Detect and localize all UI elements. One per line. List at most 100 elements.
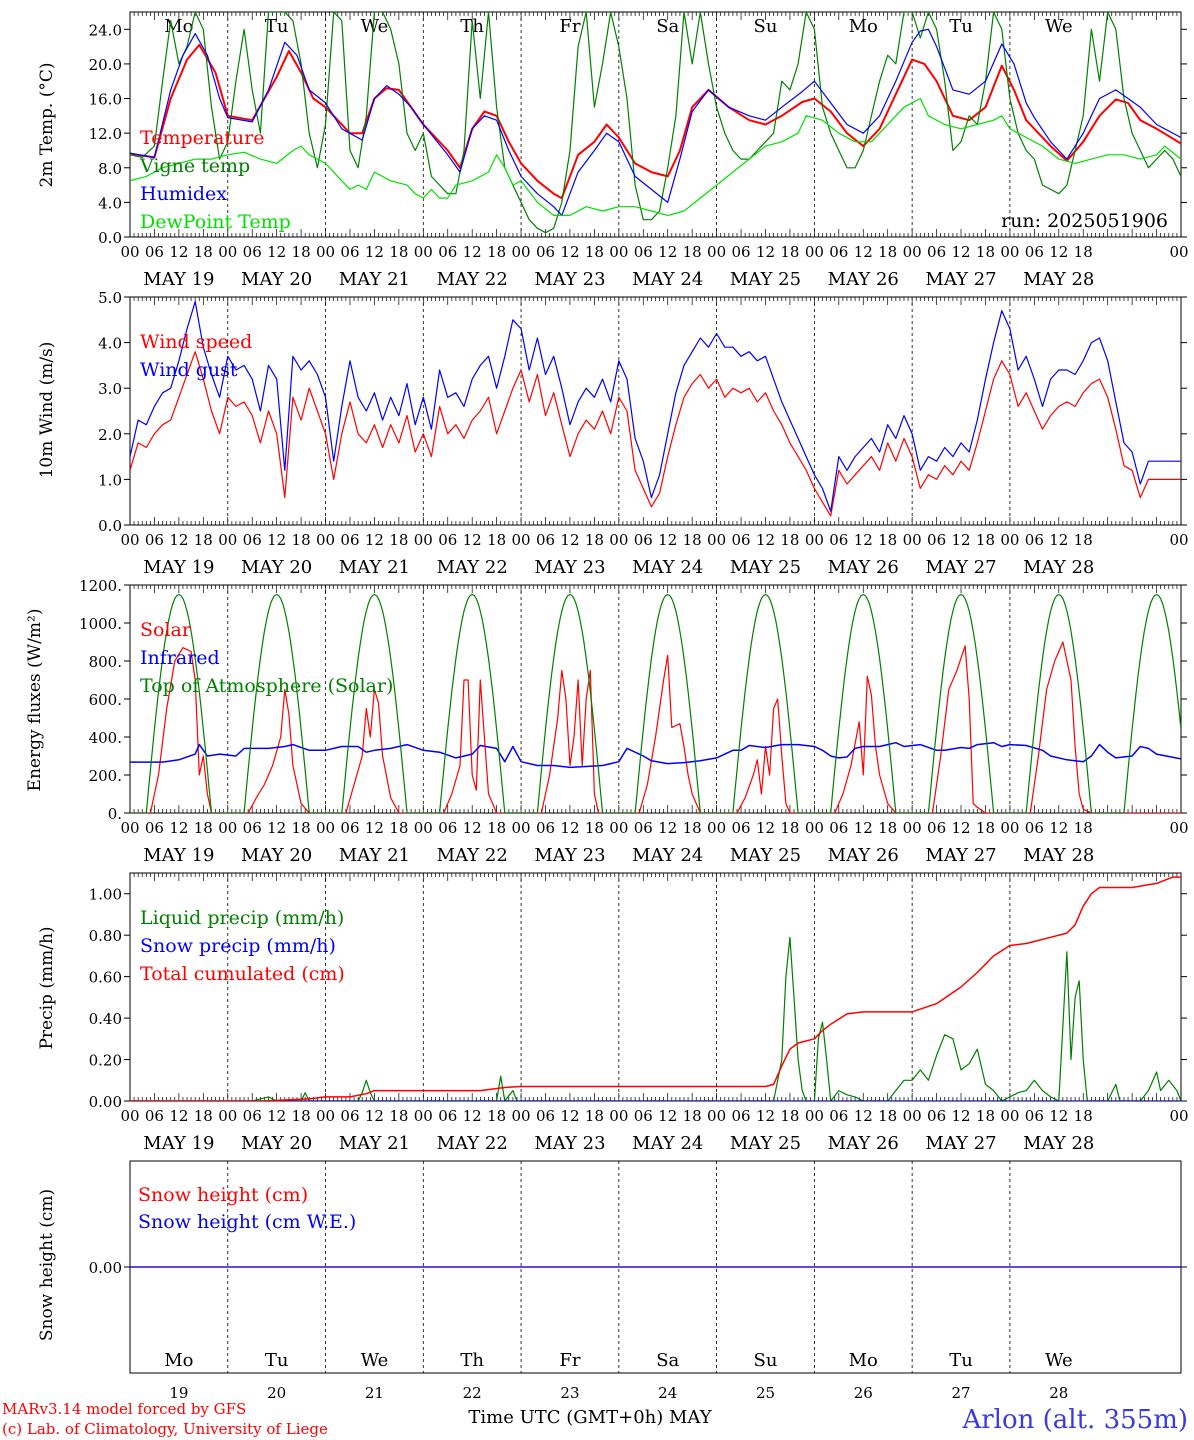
hour-tick-label: 06: [536, 1107, 555, 1125]
hour-tick-label: 18: [878, 243, 897, 261]
hour-tick-label: 00: [609, 243, 628, 261]
hour-tick-label: 12: [267, 1107, 286, 1125]
hour-tick-label: 12: [1049, 1107, 1068, 1125]
weekday-label: Su: [754, 16, 778, 37]
hour-tick-label: 18: [683, 531, 702, 549]
hour-tick-label: 12: [951, 243, 970, 261]
legend-snow-height: Snow height (cm): [138, 1184, 308, 1206]
hour-tick-label: 12: [560, 1107, 579, 1125]
y-tick-label: 0.80: [89, 927, 122, 945]
hour-tick-label: 18: [194, 819, 213, 837]
hour-tick-label: 12: [756, 819, 775, 837]
y-tick-label: 5.0: [98, 289, 122, 307]
hour-tick-label: 00: [903, 531, 922, 549]
date-label: MAY 19: [143, 1133, 214, 1154]
series-wind-speed-line: [130, 351, 1181, 517]
hour-tick-label: 18: [194, 1107, 213, 1125]
hour-tick-label: 00: [120, 1107, 139, 1125]
date-label: MAY 19: [143, 845, 214, 866]
hour-tick-label: 06: [536, 819, 555, 837]
y-tick-label: 20.0: [89, 56, 122, 74]
hour-tick-label: 00: [218, 1107, 237, 1125]
hour-tick-label: 06: [927, 531, 946, 549]
hour-tick-label: 12: [267, 819, 286, 837]
x-axis-label: Time UTC (GMT+0h) MAY: [468, 1407, 712, 1428]
hour-tick-label: 00: [120, 819, 139, 837]
hour-tick-label: 18: [683, 1107, 702, 1125]
hour-tick-label: 00: [903, 243, 922, 261]
hour-tick-label: 12: [463, 1107, 482, 1125]
hour-tick-label: 06: [829, 819, 848, 837]
hour-tick-label: 00: [218, 243, 237, 261]
y-tick-label: 0.40: [89, 1010, 122, 1028]
hour-tick-label: 00: [707, 1107, 726, 1125]
hour-tick-label: 18: [389, 819, 408, 837]
hour-tick-label: 12: [463, 243, 482, 261]
hour-tick-label: 12: [756, 531, 775, 549]
date-label: MAY 21: [339, 557, 410, 578]
hour-tick-label: 06: [145, 819, 164, 837]
date-label: MAY 24: [632, 845, 703, 866]
legend-snow-precip: Snow precip (mm/h): [140, 935, 336, 957]
hour-tick-label: 12: [463, 531, 482, 549]
hour-tick-label: 00: [414, 819, 433, 837]
day-number-label: 26: [854, 1384, 873, 1402]
hour-tick-label: 00: [512, 531, 531, 549]
y-tick-label: 0.: [108, 805, 122, 823]
hour-tick-label: 18: [1074, 1107, 1093, 1125]
hour-tick-label: 18: [292, 1107, 311, 1125]
hour-tick-label: 06: [438, 243, 457, 261]
day-number-label: 21: [365, 1384, 384, 1402]
y-tick-label: 1200.: [79, 577, 122, 595]
date-label: MAY 25: [730, 269, 801, 290]
y-tick-label: 24.0: [89, 21, 122, 39]
hour-tick-label: 18: [389, 531, 408, 549]
hour-tick-label: 12: [365, 1107, 384, 1125]
hour-tick-label: 12: [365, 819, 384, 837]
weekday-label: We: [361, 16, 389, 37]
legend-solar: Solar: [140, 619, 192, 641]
hour-tick-label: 18: [487, 243, 506, 261]
hour-tick-label: 00: [218, 531, 237, 549]
hour-tick-label: 12: [169, 1107, 188, 1125]
hour-tick-label: 06: [243, 531, 262, 549]
y-tick-label: 400.: [89, 729, 122, 747]
y-tick-label: 3.0: [98, 380, 122, 398]
hour-tick-label: 18: [292, 243, 311, 261]
legend-dewpoint: DewPoint Temp: [140, 211, 291, 233]
date-label: MAY 19: [143, 557, 214, 578]
hour-tick-label: 06: [634, 1107, 653, 1125]
hour-tick-label: 00: [609, 819, 628, 837]
date-label: MAY 23: [534, 269, 605, 290]
hour-tick-label: 12: [658, 531, 677, 549]
date-label: MAY 20: [241, 845, 312, 866]
day-number-label: 27: [951, 1384, 970, 1402]
hour-tick-label: 12: [169, 243, 188, 261]
hour-tick-label: 06: [634, 531, 653, 549]
plot-frame: [129, 584, 1182, 814]
date-label: MAY 22: [437, 1133, 508, 1154]
run-label: run: 2025051906: [1001, 210, 1168, 232]
hour-tick-label: 00: [1169, 819, 1188, 837]
hour-tick-label: 12: [560, 243, 579, 261]
hour-tick-label: 06: [145, 1107, 164, 1125]
day-number-label: 25: [756, 1384, 775, 1402]
date-label: MAY 28: [1023, 557, 1094, 578]
hour-tick-label: 12: [267, 243, 286, 261]
date-label: MAY 27: [925, 557, 996, 578]
hour-tick-label: 06: [438, 819, 457, 837]
weekday-label: We: [1045, 1350, 1073, 1371]
hour-tick-label: 06: [536, 531, 555, 549]
hour-tick-label: 12: [756, 1107, 775, 1125]
hour-tick-label: 12: [658, 243, 677, 261]
date-label: MAY 21: [339, 845, 410, 866]
hour-tick-label: 06: [731, 243, 750, 261]
hour-tick-label: 06: [438, 531, 457, 549]
weekday-label: Tu: [265, 16, 289, 37]
date-label: MAY 20: [241, 1133, 312, 1154]
hour-tick-label: 12: [560, 531, 579, 549]
date-label: MAY 24: [632, 1133, 703, 1154]
hour-tick-label: 06: [243, 1107, 262, 1125]
legend-humidex: Humidex: [140, 183, 227, 205]
